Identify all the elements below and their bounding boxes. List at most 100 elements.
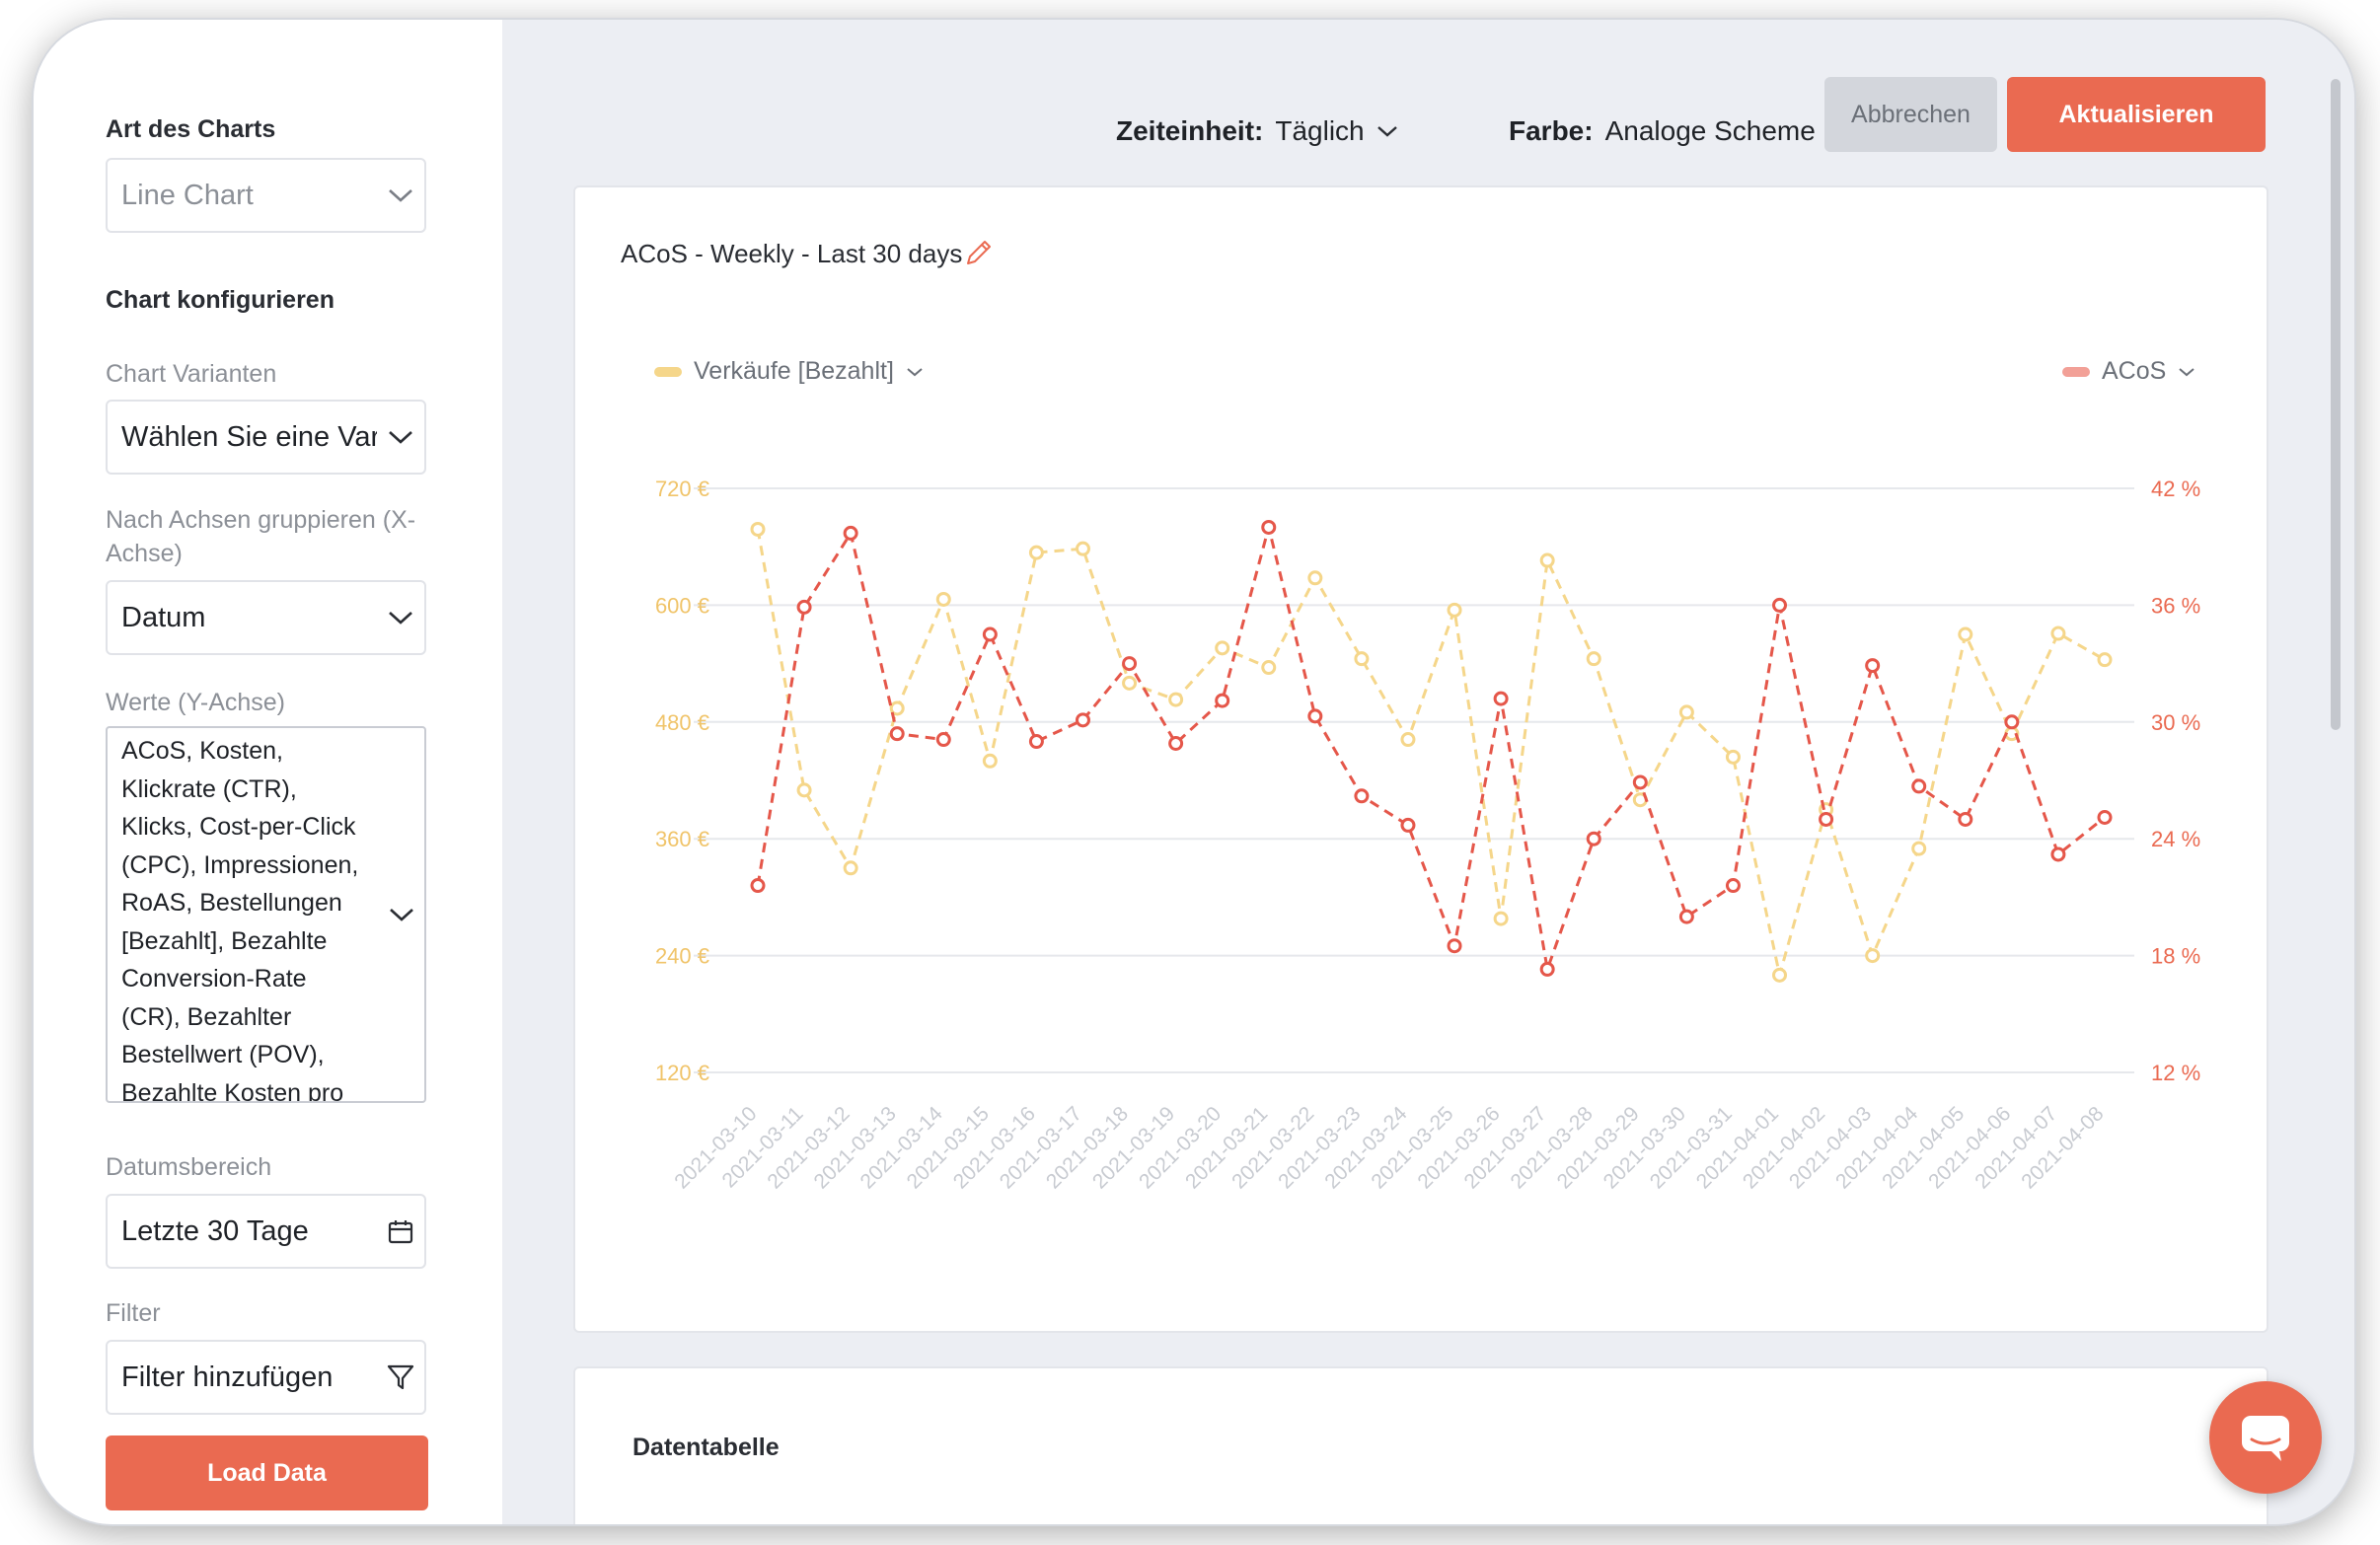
variants-select[interactable]: Wählen Sie eine Vari — [106, 400, 426, 475]
chevron-down-icon — [377, 610, 424, 625]
acos-data-point — [982, 626, 998, 642]
acos-data-point — [2004, 714, 2020, 730]
load-data-button[interactable]: Load Data — [106, 1435, 428, 1510]
y-right-tick-label: 24 % — [2151, 827, 2200, 851]
values-line: ACoS, Kosten, — [121, 737, 283, 765]
values-line: RoAS, Bestellungen — [121, 889, 342, 917]
values-line: Conversion-Rate — [121, 965, 307, 993]
acos-data-point — [1865, 658, 1881, 674]
cancel-button[interactable]: Abbrechen — [1824, 77, 1997, 152]
filter-value: Filter hinzufügen — [121, 1361, 334, 1393]
values-line: Klickrate (CTR), — [121, 774, 297, 803]
date-range-value: Letzte 30 Tage — [121, 1214, 309, 1247]
config-sidebar: Art des Charts Line Chart Chart konfigur… — [34, 20, 502, 1524]
chevron-down-icon — [377, 429, 424, 445]
chart-title: ACoS - Weekly - Last 30 days — [621, 239, 963, 268]
time-unit-select[interactable]: Zeiteinheit: Täglich — [1116, 115, 1398, 147]
chevron-down-icon — [2179, 367, 2194, 376]
sales-data-point — [1586, 651, 1601, 667]
y-right-tick-label: 42 % — [2151, 477, 2200, 501]
acos-data-point — [1586, 831, 1601, 846]
sales-data-point — [1725, 749, 1741, 765]
chat-button[interactable] — [2209, 1381, 2322, 1494]
acos-data-point — [1261, 519, 1277, 535]
date-range-input[interactable]: Letzte 30 Tage — [106, 1194, 426, 1269]
acos-data-point — [1215, 693, 1230, 708]
values-line: (CPC), Impressionen, — [121, 850, 359, 879]
chart-type-select[interactable]: Line Chart — [106, 158, 426, 233]
chart-card: ACoS - Weekly - Last 30 days Verkäufe [B… — [573, 185, 2268, 1333]
legend-sales-label: Verkäufe [Bezahlt] — [694, 357, 894, 385]
date-range-label: Datumsbereich — [106, 1153, 272, 1181]
chevron-down-icon — [1376, 126, 1397, 137]
acos-data-point — [1539, 961, 1555, 977]
legend-acos-label: ACoS — [2102, 357, 2167, 385]
sales-data-point — [982, 753, 998, 769]
sales-data-point — [1539, 552, 1555, 568]
sales-data-point — [1122, 675, 1138, 691]
app-window: Art des Charts Line Chart Chart konfigur… — [34, 20, 2354, 1524]
sales-data-point — [935, 591, 951, 607]
y-right-tick-label: 30 % — [2151, 710, 2200, 735]
values-line: (CR), Bezahlter — [121, 1002, 292, 1031]
acos-data-point — [1122, 656, 1138, 672]
color-scheme-select[interactable]: Farbe: Analoge Scheme — [1509, 115, 1849, 147]
values-list: ACoS, Kosten, Klickrate (CTR), Klicks, Cos… — [121, 732, 373, 1103]
group-axis-value: Datum — [121, 601, 206, 633]
sales-data-point — [843, 860, 858, 876]
filter-input[interactable]: Filter hinzufügen — [106, 1340, 426, 1415]
color-scheme-value: Analoge Scheme — [1604, 115, 1816, 146]
sales-series-line — [756, 529, 2106, 976]
legend-sales[interactable]: Verkäufe [Bezahlt] — [654, 357, 924, 386]
sales-data-point — [1958, 626, 1973, 642]
acos-data-point — [1819, 811, 1834, 827]
update-button[interactable]: Aktualisieren — [2007, 77, 2266, 152]
y-left-tick-label: 120 € — [655, 1061, 709, 1085]
acos-data-point — [1075, 712, 1090, 728]
sales-data-point — [1447, 602, 1462, 618]
line-chart: 720 € 42 % 600 € 36 % 480 € 30 % 360 € 24 % 240 … — [655, 477, 2200, 1193]
legend-acos[interactable]: ACoS — [2062, 357, 2195, 386]
variants-label: Chart Varianten — [106, 360, 277, 388]
calendar-icon — [377, 1218, 424, 1244]
sales-data-point — [796, 782, 812, 798]
acos-data-point — [750, 878, 766, 894]
data-table-title: Datentabelle — [632, 1434, 780, 1461]
acos-data-point — [1725, 878, 1741, 894]
y-right-tick-label: 36 % — [2151, 593, 2200, 618]
sales-data-point — [1168, 692, 1184, 707]
acos-data-point — [1168, 736, 1184, 752]
variants-value: Wählen Sie eine Vari — [121, 420, 377, 453]
sales-data-point — [1772, 967, 1788, 983]
values-line: Bezahlte Kosten pro — [121, 1078, 344, 1103]
acos-data-point — [935, 732, 951, 748]
scrollbar[interactable] — [2331, 79, 2341, 730]
sales-data-point — [1400, 732, 1416, 748]
values-line: Klicks, Cost-per-Click — [121, 813, 356, 841]
chevron-down-icon — [389, 896, 414, 934]
chart-type-value: Line Chart — [121, 179, 254, 211]
data-table-card: Datentabelle — [573, 1366, 2268, 1524]
sales-data-point — [2097, 652, 2113, 668]
y-right-tick-label: 12 % — [2151, 1061, 2200, 1085]
sales-data-point — [750, 521, 766, 537]
y-left-tick-label: 480 € — [655, 710, 709, 735]
sales-data-point — [1307, 570, 1323, 586]
pencil-icon[interactable] — [963, 237, 995, 273]
sales-data-point — [1911, 841, 1927, 856]
values-multiselect[interactable]: ACoS, Kosten, Klickrate (CTR), Klicks, Cos… — [106, 726, 426, 1103]
color-scheme-label: Farbe: — [1509, 115, 1594, 146]
acos-data-point — [1028, 734, 1044, 750]
time-unit-label: Zeiteinheit: — [1116, 115, 1264, 146]
y-left-tick-label: 600 € — [655, 593, 709, 618]
sales-data-point — [1678, 704, 1694, 720]
acos-swatch — [2062, 366, 2090, 377]
acos-data-point — [1400, 817, 1416, 833]
acos-data-point — [1354, 788, 1370, 804]
group-axis-select[interactable]: Datum — [106, 580, 426, 655]
acos-data-point — [2050, 846, 2066, 862]
sales-data-point — [1261, 660, 1277, 676]
chevron-down-icon — [907, 367, 923, 376]
y-left-tick-label: 360 € — [655, 827, 709, 851]
acos-data-point — [1678, 909, 1694, 924]
